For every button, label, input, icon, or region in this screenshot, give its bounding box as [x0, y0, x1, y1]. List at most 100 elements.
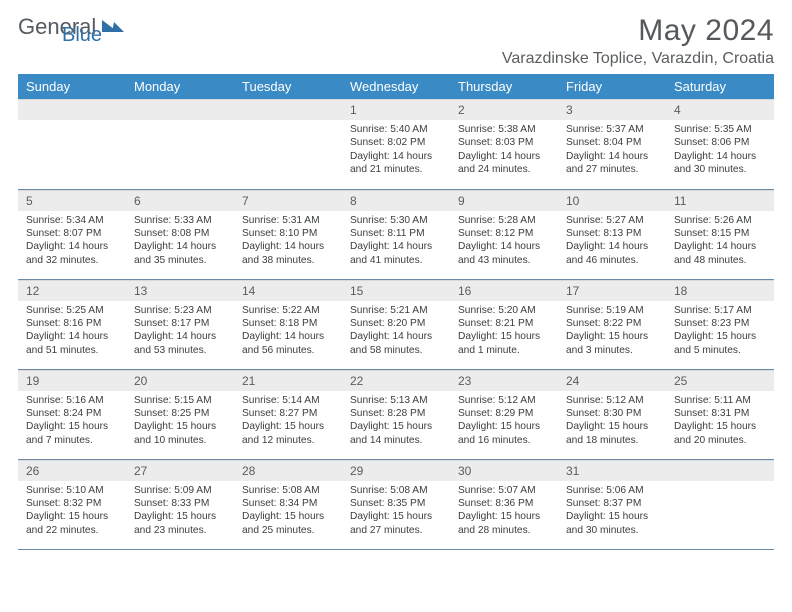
calendar-week-row: 5Sunrise: 5:34 AMSunset: 8:07 PMDaylight…	[18, 189, 774, 279]
day-number: 21	[234, 370, 342, 391]
calendar-day-cell: 31Sunrise: 5:06 AMSunset: 8:37 PMDayligh…	[558, 459, 666, 549]
calendar-week-row: 19Sunrise: 5:16 AMSunset: 8:24 PMDayligh…	[18, 369, 774, 459]
weekday-header: Tuesday	[234, 74, 342, 99]
day-number: 27	[126, 460, 234, 481]
day-details	[18, 120, 126, 128]
brand-logo: General Blue	[18, 14, 138, 58]
day-details: Sunrise: 5:10 AMSunset: 8:32 PMDaylight:…	[18, 481, 126, 543]
calendar-day-cell: 24Sunrise: 5:12 AMSunset: 8:30 PMDayligh…	[558, 369, 666, 459]
day-details: Sunrise: 5:09 AMSunset: 8:33 PMDaylight:…	[126, 481, 234, 543]
calendar-day-cell: 26Sunrise: 5:10 AMSunset: 8:32 PMDayligh…	[18, 459, 126, 549]
calendar-day-cell: 13Sunrise: 5:23 AMSunset: 8:17 PMDayligh…	[126, 279, 234, 369]
calendar-day-cell: 10Sunrise: 5:27 AMSunset: 8:13 PMDayligh…	[558, 189, 666, 279]
day-number: 16	[450, 280, 558, 301]
day-number: 11	[666, 190, 774, 211]
calendar-day-cell: 16Sunrise: 5:20 AMSunset: 8:21 PMDayligh…	[450, 279, 558, 369]
day-number	[126, 99, 234, 120]
day-details: Sunrise: 5:25 AMSunset: 8:16 PMDaylight:…	[18, 301, 126, 363]
day-details: Sunrise: 5:17 AMSunset: 8:23 PMDaylight:…	[666, 301, 774, 363]
calendar-day-cell: 30Sunrise: 5:07 AMSunset: 8:36 PMDayligh…	[450, 459, 558, 549]
calendar-day-cell: 27Sunrise: 5:09 AMSunset: 8:33 PMDayligh…	[126, 459, 234, 549]
day-details: Sunrise: 5:38 AMSunset: 8:03 PMDaylight:…	[450, 120, 558, 182]
weekday-header: Thursday	[450, 74, 558, 99]
day-details	[666, 481, 774, 489]
day-details: Sunrise: 5:20 AMSunset: 8:21 PMDaylight:…	[450, 301, 558, 363]
calendar-day-cell: 5Sunrise: 5:34 AMSunset: 8:07 PMDaylight…	[18, 189, 126, 279]
calendar-week-row: 26Sunrise: 5:10 AMSunset: 8:32 PMDayligh…	[18, 459, 774, 549]
day-details: Sunrise: 5:28 AMSunset: 8:12 PMDaylight:…	[450, 211, 558, 273]
calendar-day-cell	[18, 99, 126, 189]
day-details: Sunrise: 5:31 AMSunset: 8:10 PMDaylight:…	[234, 211, 342, 273]
day-number: 31	[558, 460, 666, 481]
calendar-table: SundayMondayTuesdayWednesdayThursdayFrid…	[18, 74, 774, 550]
day-number: 4	[666, 99, 774, 120]
weekday-header: Friday	[558, 74, 666, 99]
day-number: 7	[234, 190, 342, 211]
day-number: 30	[450, 460, 558, 481]
day-number: 5	[18, 190, 126, 211]
day-number: 9	[450, 190, 558, 211]
day-details	[126, 120, 234, 128]
day-number: 15	[342, 280, 450, 301]
calendar-day-cell: 12Sunrise: 5:25 AMSunset: 8:16 PMDayligh…	[18, 279, 126, 369]
day-number	[234, 99, 342, 120]
day-details: Sunrise: 5:40 AMSunset: 8:02 PMDaylight:…	[342, 120, 450, 182]
day-number: 29	[342, 460, 450, 481]
calendar-day-cell: 8Sunrise: 5:30 AMSunset: 8:11 PMDaylight…	[342, 189, 450, 279]
calendar-day-cell: 19Sunrise: 5:16 AMSunset: 8:24 PMDayligh…	[18, 369, 126, 459]
day-details: Sunrise: 5:08 AMSunset: 8:34 PMDaylight:…	[234, 481, 342, 543]
day-number: 25	[666, 370, 774, 391]
day-details: Sunrise: 5:33 AMSunset: 8:08 PMDaylight:…	[126, 211, 234, 273]
day-details: Sunrise: 5:11 AMSunset: 8:31 PMDaylight:…	[666, 391, 774, 453]
location-subtitle: Varazdinske Toplice, Varazdin, Croatia	[502, 50, 774, 68]
day-details: Sunrise: 5:23 AMSunset: 8:17 PMDaylight:…	[126, 301, 234, 363]
day-number	[18, 99, 126, 120]
day-number: 24	[558, 370, 666, 391]
day-details: Sunrise: 5:34 AMSunset: 8:07 PMDaylight:…	[18, 211, 126, 273]
day-details: Sunrise: 5:37 AMSunset: 8:04 PMDaylight:…	[558, 120, 666, 182]
calendar-day-cell: 18Sunrise: 5:17 AMSunset: 8:23 PMDayligh…	[666, 279, 774, 369]
day-details: Sunrise: 5:16 AMSunset: 8:24 PMDaylight:…	[18, 391, 126, 453]
calendar-day-cell: 2Sunrise: 5:38 AMSunset: 8:03 PMDaylight…	[450, 99, 558, 189]
brand-triangle-icon	[102, 18, 124, 32]
day-number: 22	[342, 370, 450, 391]
day-number: 19	[18, 370, 126, 391]
calendar-day-cell: 20Sunrise: 5:15 AMSunset: 8:25 PMDayligh…	[126, 369, 234, 459]
day-details: Sunrise: 5:19 AMSunset: 8:22 PMDaylight:…	[558, 301, 666, 363]
calendar-day-cell: 6Sunrise: 5:33 AMSunset: 8:08 PMDaylight…	[126, 189, 234, 279]
calendar-day-cell: 3Sunrise: 5:37 AMSunset: 8:04 PMDaylight…	[558, 99, 666, 189]
day-number: 26	[18, 460, 126, 481]
calendar-day-cell: 7Sunrise: 5:31 AMSunset: 8:10 PMDaylight…	[234, 189, 342, 279]
day-details: Sunrise: 5:22 AMSunset: 8:18 PMDaylight:…	[234, 301, 342, 363]
calendar-day-cell: 15Sunrise: 5:21 AMSunset: 8:20 PMDayligh…	[342, 279, 450, 369]
day-number: 2	[450, 99, 558, 120]
day-details: Sunrise: 5:35 AMSunset: 8:06 PMDaylight:…	[666, 120, 774, 182]
calendar-day-cell: 22Sunrise: 5:13 AMSunset: 8:28 PMDayligh…	[342, 369, 450, 459]
day-details: Sunrise: 5:06 AMSunset: 8:37 PMDaylight:…	[558, 481, 666, 543]
day-number: 1	[342, 99, 450, 120]
day-number: 12	[18, 280, 126, 301]
calendar-day-cell: 28Sunrise: 5:08 AMSunset: 8:34 PMDayligh…	[234, 459, 342, 549]
calendar-week-row: 1Sunrise: 5:40 AMSunset: 8:02 PMDaylight…	[18, 99, 774, 189]
day-details: Sunrise: 5:26 AMSunset: 8:15 PMDaylight:…	[666, 211, 774, 273]
day-number: 23	[450, 370, 558, 391]
day-details: Sunrise: 5:27 AMSunset: 8:13 PMDaylight:…	[558, 211, 666, 273]
day-details: Sunrise: 5:12 AMSunset: 8:29 PMDaylight:…	[450, 391, 558, 453]
calendar-day-cell: 29Sunrise: 5:08 AMSunset: 8:35 PMDayligh…	[342, 459, 450, 549]
calendar-day-cell: 9Sunrise: 5:28 AMSunset: 8:12 PMDaylight…	[450, 189, 558, 279]
month-title: May 2024	[502, 14, 774, 48]
day-details: Sunrise: 5:08 AMSunset: 8:35 PMDaylight:…	[342, 481, 450, 543]
day-number: 3	[558, 99, 666, 120]
day-number: 28	[234, 460, 342, 481]
day-details: Sunrise: 5:14 AMSunset: 8:27 PMDaylight:…	[234, 391, 342, 453]
calendar-day-cell: 11Sunrise: 5:26 AMSunset: 8:15 PMDayligh…	[666, 189, 774, 279]
calendar-day-cell: 25Sunrise: 5:11 AMSunset: 8:31 PMDayligh…	[666, 369, 774, 459]
calendar-day-cell	[666, 459, 774, 549]
calendar-day-cell: 17Sunrise: 5:19 AMSunset: 8:22 PMDayligh…	[558, 279, 666, 369]
calendar-day-cell: 21Sunrise: 5:14 AMSunset: 8:27 PMDayligh…	[234, 369, 342, 459]
day-number: 8	[342, 190, 450, 211]
calendar-week-row: 12Sunrise: 5:25 AMSunset: 8:16 PMDayligh…	[18, 279, 774, 369]
day-number: 6	[126, 190, 234, 211]
calendar-day-cell	[126, 99, 234, 189]
day-details	[234, 120, 342, 128]
